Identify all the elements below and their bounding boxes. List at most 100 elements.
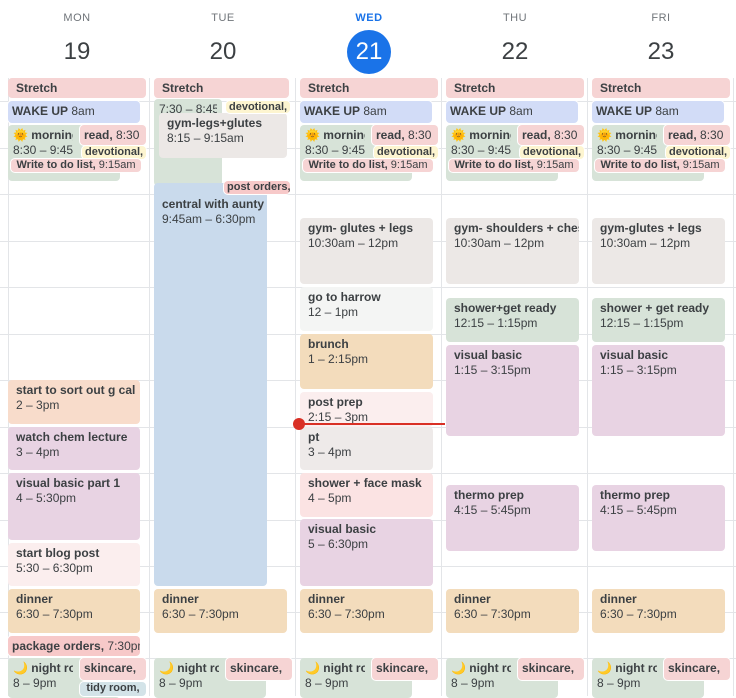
event-time: 8:30 — [700, 128, 724, 142]
calendar-event[interactable]: post prep 2:15 – 3pm — [300, 392, 433, 427]
event-title: skincare, — [522, 661, 575, 675]
calendar-event[interactable]: package orders, 7:30pm — [8, 636, 140, 656]
calendar-event[interactable]: skincare, — [226, 658, 292, 680]
event-time: 8:30 – 9:45 — [305, 143, 365, 157]
calendar-event[interactable]: Stretch — [300, 78, 438, 98]
calendar-event[interactable]: skincare, — [518, 658, 584, 680]
calendar-event[interactable]: Write to do list, 9:15am — [11, 159, 141, 172]
day-number[interactable]: 21 — [347, 30, 391, 74]
calendar-event[interactable]: skincare, — [372, 658, 438, 680]
calendar-event[interactable]: dinner 6:30 – 7:30pm — [8, 589, 140, 633]
calendar-event[interactable]: Stretch — [8, 78, 146, 98]
day-of-week-label: THU — [502, 12, 528, 24]
calendar-event[interactable]: devotional, — [520, 146, 584, 159]
calendar-event[interactable]: gym- shoulders + chest 10:30am – 12pm — [446, 218, 579, 284]
calendar-event[interactable]: tidy room, — [80, 682, 146, 696]
calendar-event[interactable]: visual basic 1:15 – 3:15pm — [592, 345, 725, 436]
calendar-event[interactable]: shower + get ready 12:15 – 1:15pm — [592, 298, 725, 342]
calendar-event[interactable]: gym-legs+glutes 8:15 – 9:15am — [159, 113, 287, 158]
event-time: 8:30 – 9:45 — [13, 143, 73, 157]
event-time: 12 – 1pm — [308, 305, 359, 319]
calendar-event[interactable]: start blog post 5:30 – 6:30pm — [8, 543, 140, 586]
calendar-event[interactable]: watch chem lecture 3 – 4pm — [8, 427, 140, 470]
calendar-event[interactable]: devotional, — [374, 146, 438, 159]
calendar-event[interactable]: start to sort out g cal 2 – 3pm — [8, 380, 140, 424]
calendar-event[interactable]: brunch 1 – 2:15pm — [300, 334, 433, 389]
calendar-event[interactable]: devotional, — [666, 146, 730, 159]
calendar-event[interactable]: gym-glutes + legs 10:30am – 12pm — [592, 218, 725, 284]
calendar-event[interactable]: skincare, — [80, 658, 146, 680]
calendar-event[interactable]: dinner 6:30 – 7:30pm — [592, 589, 725, 633]
calendar-event[interactable]: Stretch — [592, 78, 730, 98]
calendar-event[interactable]: Stretch — [154, 78, 289, 98]
event-time: 8:30 — [116, 128, 140, 142]
day-number[interactable]: 23 — [647, 38, 675, 65]
event-title: 🌙 night ro — [305, 661, 365, 675]
event-title: watch chem lecture — [16, 430, 128, 444]
event-title: Stretch — [16, 81, 58, 95]
event-title: thermo prep — [600, 488, 671, 502]
calendar-event[interactable]: dinner 6:30 – 7:30pm — [446, 589, 579, 633]
event-title: skincare, — [230, 661, 283, 675]
day-header-mon[interactable]: MON 19 — [4, 0, 150, 74]
calendar-event[interactable]: thermo prep 4:15 – 5:45pm — [592, 485, 725, 551]
calendar-event[interactable]: WAKE UP 8am — [8, 101, 140, 123]
calendar-event[interactable]: skincare, — [664, 658, 730, 680]
day-header-fri[interactable]: FRI 23 — [588, 0, 734, 74]
calendar-event[interactable]: devotional, — [82, 146, 146, 159]
day-number[interactable]: 20 — [209, 38, 237, 65]
day-of-week-label: FRI — [651, 12, 671, 24]
day-number[interactable]: 19 — [63, 38, 91, 65]
event-time: 8am — [71, 104, 95, 118]
calendar-event[interactable]: go to harrow 12 – 1pm — [300, 287, 433, 331]
day-header-wed[interactable]: WED 21 — [296, 0, 442, 74]
calendar-event[interactable]: shower + face mask 4 – 5pm — [300, 473, 433, 517]
calendar-event[interactable]: gym- glutes + legs 10:30am – 12pm — [300, 218, 433, 284]
event-title: Stretch — [600, 81, 642, 95]
event-time: 3 – 4pm — [16, 445, 60, 459]
event-time: 8 – 9pm — [305, 676, 349, 690]
calendar-event[interactable]: shower+get ready 12:15 – 1:15pm — [446, 298, 579, 342]
calendar-event[interactable]: central with aunty + funlola9:45am – 6:3… — [154, 183, 267, 586]
event-title: 🌙 night ro — [597, 661, 657, 675]
calendar-event[interactable]: read, 8:30 — [372, 125, 438, 145]
event-title: dinner — [308, 592, 345, 606]
event-title: dinner — [600, 592, 637, 606]
calendar-event[interactable]: read, 8:30 — [80, 125, 146, 145]
calendar-event[interactable]: dinner 6:30 – 7:30pm — [154, 589, 287, 633]
calendar-event[interactable]: thermo prep 4:15 – 5:45pm — [446, 485, 579, 551]
event-title: devotional, — [523, 146, 582, 158]
day-header-thu[interactable]: THU 22 — [442, 0, 588, 74]
event-title: devotional, — [85, 146, 144, 158]
event-title: 🌙 night ro — [13, 661, 73, 675]
calendar-event[interactable]: WAKE UP 8am — [300, 101, 432, 123]
event-title: Stretch — [308, 81, 350, 95]
event-time: 9:15am — [536, 159, 574, 171]
calendar-event[interactable]: read, 8:30 — [664, 125, 730, 145]
calendar-event[interactable]: WAKE UP 8am — [446, 101, 578, 123]
calendar-event[interactable]: devotional, — [226, 101, 290, 113]
day-header-tue[interactable]: TUE 20 — [150, 0, 296, 74]
calendar-event[interactable]: WAKE UP 8am — [592, 101, 724, 123]
event-title: 🌞 morning — [305, 128, 365, 142]
calendar-event[interactable]: visual basic 1:15 – 3:15pm — [446, 345, 579, 436]
event-title: WAKE UP — [450, 104, 507, 118]
calendar-event[interactable]: dinner 6:30 – 7:30pm — [300, 589, 433, 633]
event-time: 6:30 – 7:30pm — [308, 607, 385, 621]
calendar-event[interactable]: Stretch — [446, 78, 584, 98]
event-title: gym-legs+glutes — [167, 116, 263, 130]
calendar-event[interactable]: post orders, — [224, 181, 290, 194]
calendar-event[interactable]: read, 8:30 — [518, 125, 584, 145]
day-number[interactable]: 22 — [501, 38, 529, 65]
event-time: 8 – 9pm — [597, 676, 641, 690]
event-time: 2:15 – 3pm — [308, 410, 369, 424]
calendar-event[interactable]: Write to do list, 9:15am — [449, 159, 579, 172]
calendar-event[interactable]: Write to do list, 9:15am — [595, 159, 725, 172]
event-time: 4 – 5:30pm — [16, 491, 77, 505]
event-title: visual basic — [454, 348, 523, 362]
calendar-event[interactable]: pt 3 – 4pm — [300, 427, 433, 470]
calendar-event[interactable]: visual basic 5 – 6:30pm — [300, 519, 433, 586]
calendar-event[interactable]: Write to do list, 9:15am — [303, 159, 433, 172]
day-of-week-label: WED — [355, 12, 383, 24]
